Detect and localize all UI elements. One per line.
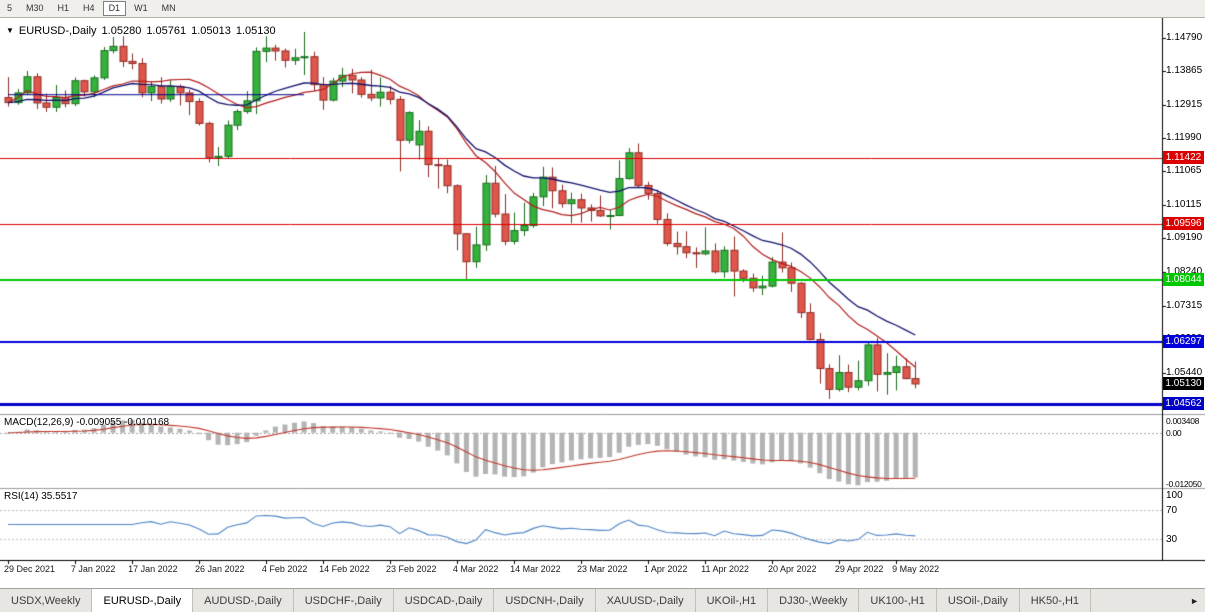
tab-uk100-h1[interactable]: UK100-,H1 [859,589,937,612]
timeframe-m30-button[interactable]: M30 [20,1,50,16]
timeframe-w1-button[interactable]: W1 [128,1,154,16]
tab-ukoil-h1[interactable]: UKOil-,H1 [695,589,769,612]
tab-usdx-weekly[interactable]: USDX,Weekly [0,589,93,612]
tab-usdchf-daily[interactable]: USDCHF-,Daily [293,589,394,612]
tab-usdcad-daily[interactable]: USDCAD-,Daily [393,589,495,612]
timeframe-h1-button[interactable]: H1 [51,1,76,16]
tab-audusd-daily[interactable]: AUDUSD-,Daily [193,589,294,612]
tab-eurusd-daily[interactable]: EURUSD-,Daily [92,589,194,612]
tab-hk50-h1[interactable]: HK50-,H1 [1019,589,1092,612]
tab-xauusd-daily[interactable]: XAUUSD-,Daily [595,589,696,612]
tabs-scroll-right-button[interactable]: ► [1190,595,1199,606]
tab-usdcnh-daily[interactable]: USDCNH-,Daily [494,589,596,612]
timeframe-h4-button[interactable]: H4 [77,1,101,16]
tab-usoil-daily[interactable]: USOil-,Daily [936,589,1020,612]
tab-dj30-weekly[interactable]: DJ30-,Weekly [768,589,860,612]
timeframe-toolbar: 5 M30 H1 H4 D1 W1 MN [0,0,1205,18]
timeframe-mn-button[interactable]: MN [155,1,182,16]
timeframe-d1-button[interactable]: D1 [102,1,127,16]
chart-tabbar: USDX,Weekly EURUSD-,Daily AUDUSD-,Daily … [0,588,1205,612]
price-chart-canvas[interactable] [0,18,1205,580]
timeframe-m5-button[interactable]: 5 [1,1,19,16]
